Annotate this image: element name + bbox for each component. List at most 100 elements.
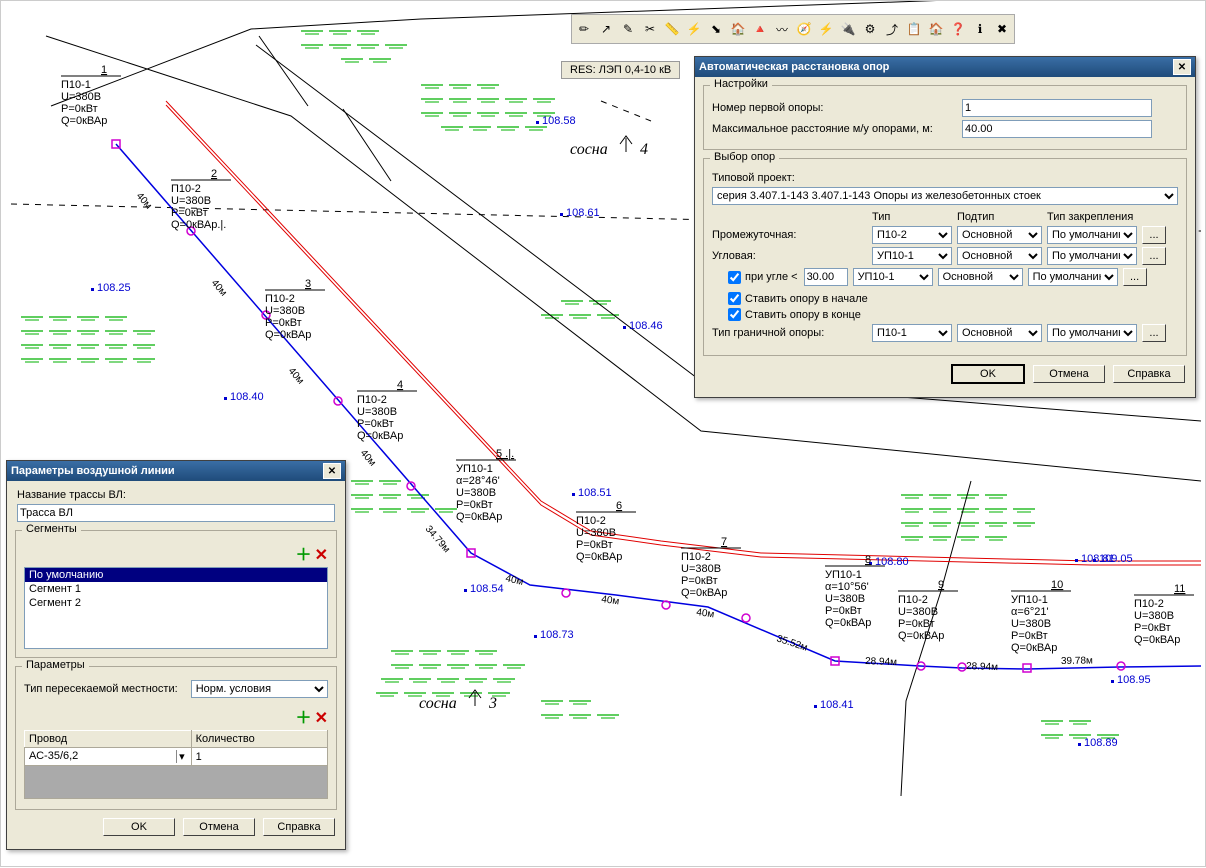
qty-cell[interactable]: 1 xyxy=(191,748,327,766)
list-item[interactable]: По умолчанию xyxy=(25,568,327,582)
max-dist-input[interactable] xyxy=(962,120,1152,138)
svg-text:U=380В: U=380В xyxy=(1011,618,1051,630)
toolbar-button-11[interactable]: ⚡ xyxy=(816,19,836,39)
terrain-select[interactable]: Норм. условия xyxy=(191,680,328,698)
angle-subtype-select[interactable]: Основной xyxy=(938,268,1023,286)
svg-text:40м: 40м xyxy=(504,573,524,588)
svg-text:108.89: 108.89 xyxy=(1084,737,1118,749)
svg-text:U=380В: U=380В xyxy=(357,406,397,418)
svg-text:P=0кВт: P=0кВт xyxy=(1011,630,1048,642)
boundary-label: Тип граничной опоры: xyxy=(712,327,872,339)
end-check[interactable] xyxy=(728,308,741,321)
route-label: Название трассы ВЛ: xyxy=(17,489,126,501)
param-help-button[interactable]: Справка xyxy=(263,818,335,836)
toolbar-button-13[interactable]: ⚙ xyxy=(860,19,880,39)
delete-icon[interactable]: ✕ xyxy=(315,547,328,564)
dialog-titlebar[interactable]: Параметры воздушной линии ✕ xyxy=(7,461,345,481)
list-item[interactable]: Сегмент 1 xyxy=(25,582,327,596)
toolbar-button-15[interactable]: 📋 xyxy=(904,19,924,39)
inter-fix-select[interactable]: По умолчанию xyxy=(1047,226,1137,244)
svg-text:P=0кВт: P=0кВт xyxy=(456,499,493,511)
svg-text:4: 4 xyxy=(397,379,403,391)
auto-ok-button[interactable]: OK xyxy=(951,364,1025,384)
col-fix-header: Тип закрепления xyxy=(1047,211,1133,223)
svg-text:П10-2: П10-2 xyxy=(576,515,606,527)
param-ok-button[interactable]: OK xyxy=(103,818,175,836)
angle-input[interactable] xyxy=(804,268,848,286)
plus-icon[interactable]: ＋ xyxy=(296,547,312,564)
svg-text:40м: 40м xyxy=(358,448,378,469)
toolbar-button-9[interactable]: 〰 xyxy=(772,19,792,39)
dialog-title: Параметры воздушной линии xyxy=(11,465,175,477)
route-input[interactable] xyxy=(17,504,335,522)
project-select[interactable]: серия 3.407.1-143 3.407.1-143 Опоры из ж… xyxy=(712,187,1178,205)
angle-check[interactable] xyxy=(728,271,741,284)
svg-text:P=0кВт: P=0кВт xyxy=(265,317,302,329)
inter-type-select[interactable]: П10-2 xyxy=(872,226,952,244)
corner-type-select[interactable]: УП10-1 xyxy=(872,247,952,265)
close-icon[interactable]: ✕ xyxy=(1173,59,1191,75)
svg-text:8: 8 xyxy=(865,554,871,566)
toolbar-button-17[interactable]: ❓ xyxy=(948,19,968,39)
toolbar-button-19[interactable]: ✖ xyxy=(992,19,1012,39)
toolbar-button-0[interactable]: ✏ xyxy=(574,19,594,39)
list-item[interactable]: Сегмент 2 xyxy=(25,596,327,610)
toolbar-button-16[interactable]: 🏠 xyxy=(926,19,946,39)
dialog-title: Автоматическая расстановка опор xyxy=(699,61,889,73)
angle-more-button[interactable]: ... xyxy=(1123,268,1147,286)
toolbar-button-8[interactable]: 🔺 xyxy=(750,19,770,39)
group-settings: Настройки Номер первой опоры: Максимальн… xyxy=(703,85,1187,150)
corner-subtype-select[interactable]: Основной xyxy=(957,247,1042,265)
svg-text:α=28°46': α=28°46' xyxy=(456,475,500,487)
close-icon[interactable]: ✕ xyxy=(323,463,341,479)
boundary-subtype-select[interactable]: Основной xyxy=(957,324,1042,342)
auto-cancel-button[interactable]: Отмена xyxy=(1033,365,1105,383)
toolbar-button-2[interactable]: ✎ xyxy=(618,19,638,39)
row-corner-label: Угловая: xyxy=(712,250,872,262)
svg-text:U=380В: U=380В xyxy=(456,487,496,499)
svg-text:P=0кВт: P=0кВт xyxy=(898,618,935,630)
terrain-label: Тип пересекаемой местности: xyxy=(24,683,191,695)
boundary-type-select[interactable]: П10-1 xyxy=(872,324,952,342)
angle-type-select[interactable]: УП10-1 xyxy=(853,268,933,286)
boundary-more-button[interactable]: ... xyxy=(1142,324,1166,342)
toolbar-button-5[interactable]: ⚡ xyxy=(684,19,704,39)
boundary-fix-select[interactable]: По умолчанию xyxy=(1047,324,1137,342)
toolbar-button-18[interactable]: ℹ xyxy=(970,19,990,39)
corner-more-button[interactable]: ... xyxy=(1142,247,1166,265)
svg-text:108.41: 108.41 xyxy=(820,699,854,711)
start-check[interactable] xyxy=(728,292,741,305)
project-label: Типовой проект: xyxy=(712,172,795,184)
toolbar-button-10[interactable]: 🧭 xyxy=(794,19,814,39)
svg-text:11: 11 xyxy=(1174,583,1185,595)
segments-listbox[interactable]: По умолчаниюСегмент 1Сегмент 2 xyxy=(24,567,328,649)
svg-text:7: 7 xyxy=(721,536,727,548)
dialog-titlebar[interactable]: Автоматическая расстановка опор ✕ xyxy=(695,57,1195,77)
row-inter-label: Промежуточная: xyxy=(712,229,872,241)
svg-text:108.40: 108.40 xyxy=(230,391,264,403)
toolbar-button-4[interactable]: 📏 xyxy=(662,19,682,39)
svg-text:40м: 40м xyxy=(696,607,715,620)
toolbar-button-14[interactable]: ⤴ xyxy=(882,19,902,39)
toolbar-button-3[interactable]: ✂ xyxy=(640,19,660,39)
svg-text:УП10-1: УП10-1 xyxy=(825,569,862,581)
first-tower-input[interactable] xyxy=(962,99,1152,117)
auto-help-button[interactable]: Справка xyxy=(1113,365,1185,383)
toolbar-button-7[interactable]: 🏠 xyxy=(728,19,748,39)
toolbar-button-6[interactable]: ⬊ xyxy=(706,19,726,39)
toolbar-button-1[interactable]: ↗ xyxy=(596,19,616,39)
toolbar-button-12[interactable]: 🔌 xyxy=(838,19,858,39)
wire-cell[interactable]: АС-35/6,2 ▾ xyxy=(25,748,192,766)
inter-more-button[interactable]: ... xyxy=(1142,226,1166,244)
plus-icon[interactable]: ＋ xyxy=(296,710,312,727)
group-towers-legend: Выбор опор xyxy=(710,151,779,163)
svg-text:П10-2: П10-2 xyxy=(681,551,711,563)
delete-icon[interactable]: ✕ xyxy=(315,710,328,727)
svg-text:Q=0кВАр: Q=0кВАр xyxy=(61,115,107,127)
param-cancel-button[interactable]: Отмена xyxy=(183,818,255,836)
svg-text:4: 4 xyxy=(640,141,648,158)
inter-subtype-select[interactable]: Основной xyxy=(957,226,1042,244)
corner-fix-select[interactable]: По умолчанию xyxy=(1047,247,1137,265)
wire-table[interactable]: Провод Количество АС-35/6,2 ▾ 1 xyxy=(24,730,328,766)
angle-fix-select[interactable]: По умолчанию xyxy=(1028,268,1118,286)
